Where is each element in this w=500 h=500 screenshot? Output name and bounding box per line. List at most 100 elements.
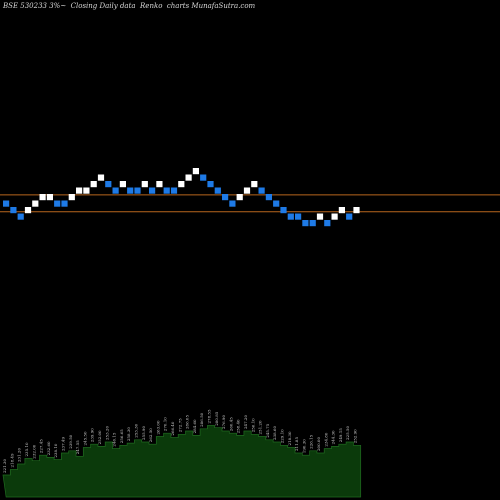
volume-label: 253.20 — [104, 426, 109, 440]
renko-brick-up — [119, 181, 126, 188]
renko-brick-up — [68, 194, 75, 201]
volume-label: 244.30 — [331, 430, 336, 444]
renko-brick-down — [17, 213, 24, 220]
volume-label: 218.30 — [287, 431, 292, 445]
renko-brick-up — [236, 194, 243, 201]
volume-label: 252.90 — [353, 429, 358, 443]
volume-label: 270.10 — [163, 417, 168, 431]
renko-brick-up — [178, 181, 185, 188]
renko-brick-down — [149, 187, 156, 194]
volume-label: 253.30 — [134, 423, 139, 437]
renko-brick-down — [54, 200, 61, 207]
renko-brick-down — [3, 200, 10, 207]
volume-label: 276.90 — [221, 415, 226, 429]
renko-brick-down — [10, 207, 17, 214]
volume-label: 238.10 — [53, 443, 58, 457]
renko-brick-down — [61, 200, 68, 207]
volume-label: 226.15 — [309, 434, 314, 448]
renko-brick-up — [243, 187, 251, 194]
volume-label: 245.50 — [82, 431, 87, 445]
volume-label: 234.80 — [323, 432, 328, 446]
volume-label: 255.90 — [141, 426, 146, 440]
renko-brick-down — [170, 187, 178, 194]
volume-label: 284.60 — [192, 419, 197, 433]
renko-brick-down — [302, 220, 309, 227]
volume-label: 256.65 — [119, 429, 124, 443]
volume-label: 190.30 — [301, 439, 306, 453]
renko-brick-down — [258, 187, 265, 194]
renko-brick-up — [192, 168, 199, 175]
volume-label: 238.60 — [272, 426, 277, 440]
renko-brick-down — [273, 200, 280, 207]
volume-label: 252.00 — [97, 430, 102, 444]
renko-brick-up — [90, 181, 97, 188]
renko-brick-down — [229, 200, 236, 207]
volume-label: 256.10 — [250, 418, 255, 432]
renko-brick-down — [207, 181, 214, 188]
renko-brick-up — [76, 187, 83, 194]
volume-label: 258.40 — [236, 419, 241, 433]
renko-brick-down — [112, 187, 119, 194]
volume-label: 231.20 — [17, 448, 22, 462]
volume-label: 247.20 — [243, 415, 248, 429]
volume-label: 272.75 — [177, 418, 182, 432]
renko-brick-up — [331, 213, 338, 220]
renko-brick-up — [24, 207, 32, 214]
renko-brick-down — [222, 194, 229, 201]
renko-brick-down — [214, 187, 221, 194]
volume-label: 266.40 — [170, 421, 175, 435]
volume-label: 286.50 — [199, 412, 204, 426]
renko-brick-down — [295, 213, 302, 220]
volume-label: 227.45 — [39, 439, 44, 453]
volume-label: 221.30 — [2, 459, 7, 473]
renko-brick-up — [39, 194, 46, 201]
volume-label: 247.55 — [75, 440, 80, 454]
volume-label: 200.00 — [316, 437, 321, 451]
volume-label: 280.85 — [214, 411, 219, 425]
volume-label: 249.15 — [338, 428, 343, 442]
renko-brick-down — [127, 187, 134, 194]
volume-label: 232.00 — [31, 444, 36, 458]
renko-brick-down — [309, 220, 316, 227]
volume-label: 211.85 — [294, 437, 299, 451]
volume-label: 237.49 — [61, 437, 66, 451]
renko-brick-up — [83, 187, 90, 194]
volume-label: 225.50 — [345, 426, 350, 440]
renko-brick-down — [134, 187, 141, 194]
volume-label: 239.90 — [90, 428, 95, 442]
renko-brick-up — [338, 207, 345, 214]
volume-label: 278.55 — [207, 409, 212, 423]
volume-label: 262.50 — [148, 428, 153, 442]
renko-brick-down — [280, 207, 287, 214]
renko-brick-up — [251, 181, 258, 188]
renko-brick-down — [200, 174, 207, 181]
volume-label: 229.10 — [280, 429, 285, 443]
renko-brick-up — [156, 181, 163, 188]
renko-brick-down — [346, 213, 353, 220]
volume-label: 232.60 — [46, 441, 51, 455]
renko-brick-down — [105, 181, 112, 188]
volume-label: 246.15 — [112, 432, 117, 446]
volume-label: 239.50 — [68, 434, 73, 448]
volume-label: 260.45 — [228, 417, 233, 431]
volume-label: 286.05 — [185, 415, 190, 429]
volume-label: 235.10 — [24, 442, 29, 456]
renko-brick-up — [141, 181, 148, 188]
volume-label: 263.00 — [155, 420, 160, 434]
chart-title: BSE 530233 3%~ Closing Daily data Renko … — [3, 2, 256, 10]
renko-brick-down — [265, 194, 272, 201]
renko-brick-up — [185, 174, 192, 181]
volume-label: 245.75 — [265, 423, 270, 437]
renko-brick-up — [97, 174, 105, 181]
renko-brick-up — [32, 200, 39, 207]
renko-brick-down — [324, 220, 331, 227]
volume-label: 258.30 — [126, 427, 131, 441]
renko-brick-up — [353, 207, 360, 214]
renko-brick-down — [163, 187, 170, 194]
renko-brick-up — [316, 213, 324, 220]
renko-brick-down — [287, 213, 294, 220]
volume-label: 251.20 — [258, 420, 263, 434]
volume-area — [2, 425, 362, 498]
